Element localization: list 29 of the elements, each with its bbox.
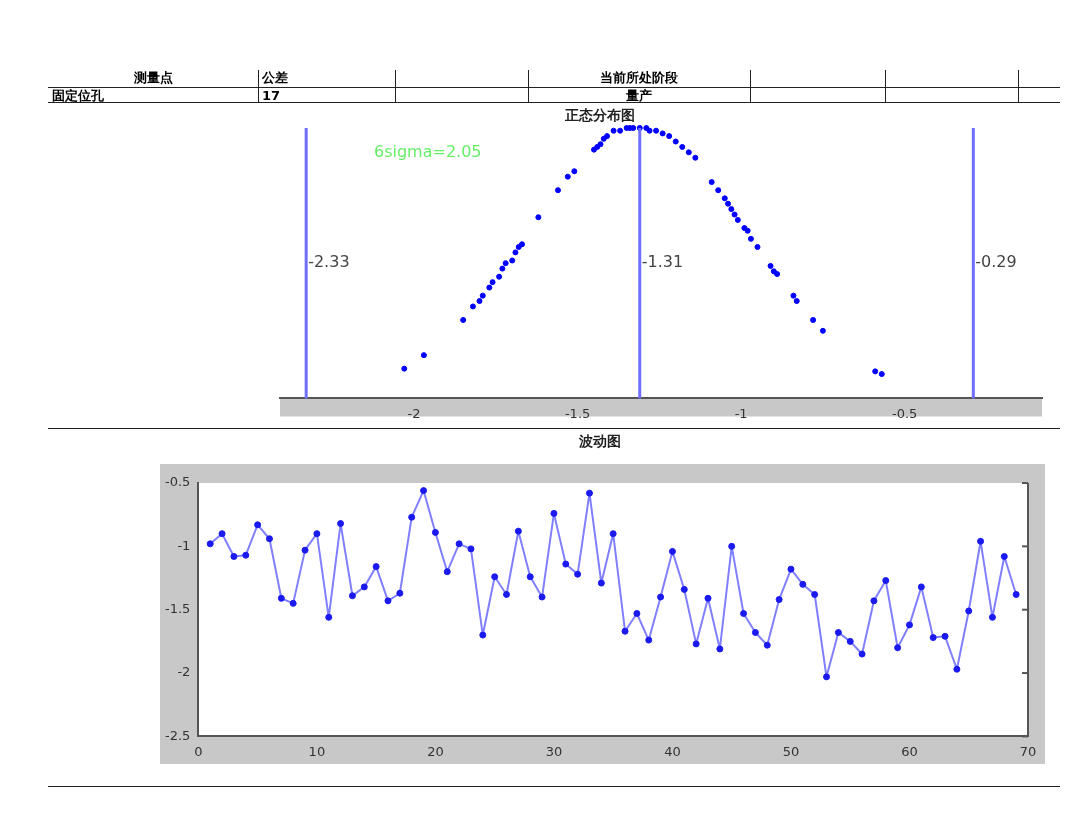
x-tick-label: 40 bbox=[664, 743, 681, 759]
text: 固定位孔 bbox=[52, 88, 105, 104]
x-tick-label: 30 bbox=[545, 743, 563, 759]
x-tick-label: 60 bbox=[901, 743, 918, 759]
text: 公差 bbox=[262, 70, 289, 86]
text: 17 bbox=[262, 88, 282, 104]
chart-title: 波动图 bbox=[578, 433, 621, 449]
x-tick-label: -2 bbox=[407, 405, 421, 421]
x-tick-label: -1 bbox=[734, 405, 748, 421]
ref-line-label: -0.29 bbox=[975, 252, 1017, 272]
y-tick-label: -2 bbox=[177, 664, 191, 680]
x-tick-label: 50 bbox=[782, 743, 800, 759]
y-tick-label: -1 bbox=[177, 537, 191, 553]
ref-line-label: -1.31 bbox=[641, 252, 684, 272]
text: 测量点 bbox=[132, 70, 174, 86]
x-tick-label: 0 bbox=[194, 743, 203, 759]
x-tick-label: -1.5 bbox=[564, 405, 591, 421]
text: 量产 bbox=[625, 88, 653, 104]
chart-title: 正态分布图 bbox=[564, 107, 635, 123]
x-tick-label: 70 bbox=[1019, 743, 1037, 759]
y-tick-label: -2.5 bbox=[164, 727, 191, 743]
x-tick-label: -0.5 bbox=[891, 405, 918, 421]
y-tick-label: -0.5 bbox=[164, 474, 191, 490]
y-tick-label: -1.5 bbox=[164, 601, 191, 617]
annotation: 6sigma=2.05 bbox=[374, 142, 482, 162]
x-tick-label: 20 bbox=[427, 743, 444, 759]
text: 当前所处阶段 bbox=[599, 70, 679, 86]
x-tick-label: 10 bbox=[308, 743, 326, 759]
ref-line-label: -2.33 bbox=[308, 252, 350, 272]
